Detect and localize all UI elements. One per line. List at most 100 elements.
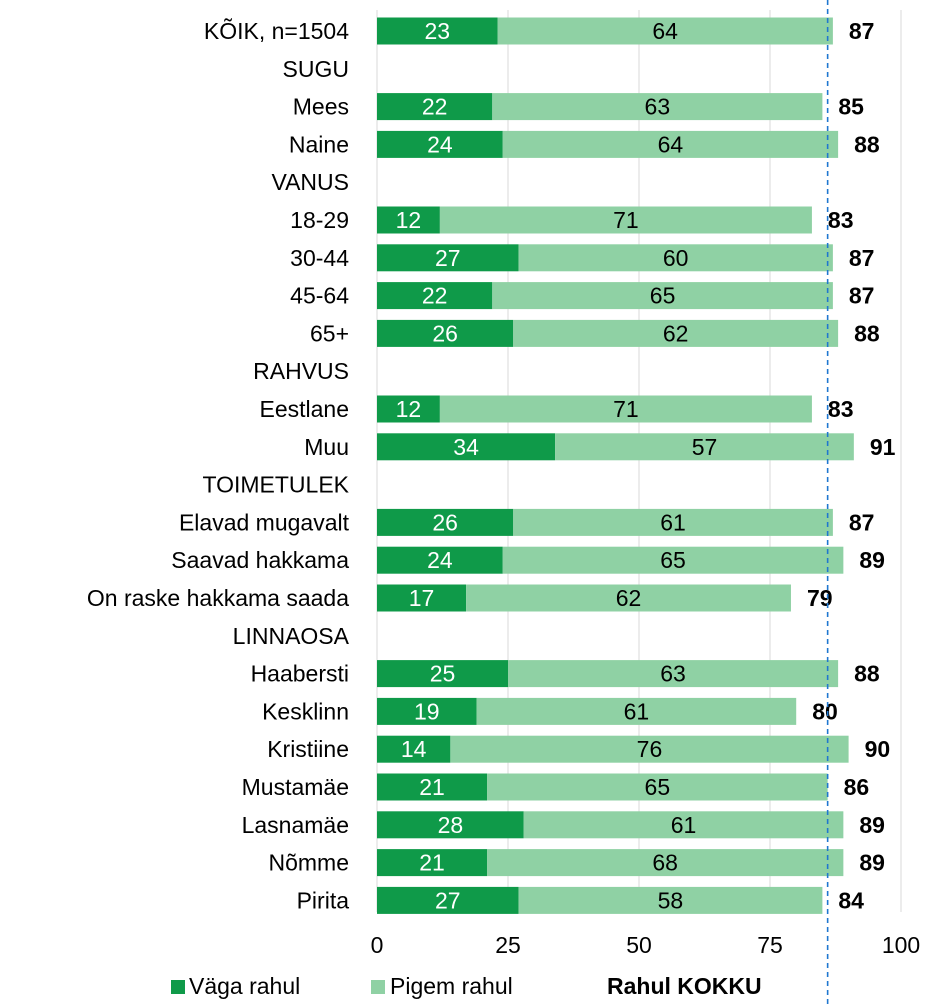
data-label-pigem-rahul: 62 [616, 585, 642, 611]
bar-pigem-rahul [518, 244, 833, 272]
x-tick-label: 75 [757, 932, 783, 958]
group-header-label: SUGU [283, 56, 349, 82]
bar-vaga-rahul [377, 206, 440, 234]
data-label-vaga-rahul: 19 [414, 698, 440, 724]
bars: 23 64 87 22 63 85 24 64 88 12 71 83 27 60 87 22 65 87 26 62… [377, 17, 896, 914]
bar-pigem-rahul [466, 584, 791, 612]
bar-pigem-rahul [523, 811, 844, 839]
data-label-total: 79 [807, 585, 833, 611]
bar-pigem-rahul [555, 433, 854, 461]
category-labels: KÕIK, n=1504 SUGU Mees Naine VANUS 18-29 30-44… [87, 17, 350, 913]
data-label-pigem-rahul: 61 [660, 509, 686, 535]
category-label: Kristiine [267, 736, 349, 762]
data-label-total: 88 [854, 131, 880, 157]
data-label-total: 83 [828, 207, 854, 233]
category-label: On raske hakkama saada [87, 585, 349, 611]
bar-vaga-rahul [377, 244, 519, 272]
data-label-vaga-rahul: 25 [430, 661, 456, 687]
bar-pigem-rahul [450, 735, 849, 763]
data-label-total: 80 [812, 698, 838, 724]
legend-label: Rahul KOKKU [607, 973, 762, 999]
data-label-vaga-rahul: 23 [424, 18, 450, 44]
group-header-label: TOIMETULEK [202, 472, 349, 498]
bar-vaga-rahul [377, 735, 451, 763]
data-label-pigem-rahul: 64 [658, 131, 684, 157]
bar-pigem-rahul [502, 546, 844, 574]
bar-pigem-rahul [502, 130, 839, 158]
data-label-vaga-rahul: 34 [453, 434, 479, 460]
data-label-total: 90 [865, 736, 891, 762]
data-label-total: 88 [854, 320, 880, 346]
data-label-pigem-rahul: 68 [652, 850, 678, 876]
bar-vaga-rahul [377, 886, 519, 914]
data-label-vaga-rahul: 21 [419, 850, 445, 876]
data-label-total: 87 [849, 18, 875, 44]
bar-vaga-rahul [377, 660, 508, 688]
bar-vaga-rahul [377, 697, 477, 725]
data-label-vaga-rahul: 17 [409, 585, 435, 611]
bar-vaga-rahul [377, 773, 488, 801]
data-label-pigem-rahul: 57 [692, 434, 718, 460]
data-label-total: 86 [844, 774, 870, 800]
bar-vaga-rahul [377, 93, 493, 121]
bar-pigem-rahul [439, 206, 812, 234]
category-label: Elavad mugavalt [179, 509, 350, 535]
data-label-vaga-rahul: 26 [432, 509, 458, 535]
x-tick-label: 50 [626, 932, 652, 958]
bar-vaga-rahul [377, 130, 503, 158]
x-tick-label: 25 [495, 932, 521, 958]
data-label-pigem-rahul: 63 [645, 94, 671, 120]
legend: Väga rahul Pigem rahul Rahul KOKKU [171, 973, 762, 999]
bar-vaga-rahul [377, 282, 493, 310]
category-label: Pirita [297, 887, 350, 913]
data-label-vaga-rahul: 22 [422, 94, 448, 120]
data-label-total: 85 [838, 94, 864, 120]
category-label: Saavad hakkama [171, 547, 349, 573]
legend-label: Pigem rahul [390, 973, 513, 999]
data-label-pigem-rahul: 60 [663, 245, 689, 271]
x-tick-label: 100 [882, 932, 920, 958]
group-header-label: RAHVUS [253, 358, 349, 384]
category-label: Kesklinn [262, 698, 349, 724]
data-label-vaga-rahul: 27 [435, 887, 461, 913]
data-label-pigem-rahul: 61 [624, 698, 650, 724]
bar-pigem-rahul [487, 849, 844, 877]
bar-pigem-rahul [497, 17, 833, 45]
data-label-vaga-rahul: 27 [435, 245, 461, 271]
category-label: Mustamäe [242, 774, 349, 800]
data-label-total: 87 [849, 509, 875, 535]
bar-pigem-rahul [513, 319, 839, 347]
x-tick-label: 0 [371, 932, 384, 958]
bar-vaga-rahul [377, 17, 498, 45]
data-label-pigem-rahul: 63 [660, 661, 686, 687]
data-label-pigem-rahul: 58 [658, 887, 684, 913]
data-label-pigem-rahul: 71 [613, 207, 639, 233]
data-label-vaga-rahul: 26 [432, 320, 458, 346]
category-label: 18-29 [290, 207, 349, 233]
bar-pigem-rahul [487, 773, 828, 801]
data-label-vaga-rahul: 28 [438, 812, 464, 838]
data-label-total: 83 [828, 396, 854, 422]
data-label-total: 89 [859, 812, 885, 838]
data-label-total: 88 [854, 661, 880, 687]
data-label-vaga-rahul: 24 [427, 131, 453, 157]
category-label: 30-44 [290, 245, 349, 271]
data-label-pigem-rahul: 62 [663, 320, 689, 346]
data-label-vaga-rahul: 12 [396, 207, 422, 233]
legend-swatch [171, 980, 185, 994]
category-label: Nõmme [268, 850, 349, 876]
bar-vaga-rahul [377, 508, 514, 536]
data-label-pigem-rahul: 65 [660, 547, 686, 573]
category-label: Mees [293, 94, 349, 120]
category-label: 45-64 [290, 283, 349, 309]
bar-vaga-rahul [377, 811, 524, 839]
data-label-total: 89 [859, 850, 885, 876]
data-label-total: 89 [859, 547, 885, 573]
data-label-vaga-rahul: 12 [396, 396, 422, 422]
bar-vaga-rahul [377, 584, 467, 612]
bar-pigem-rahul [492, 282, 833, 310]
bar-pigem-rahul [492, 93, 823, 121]
data-label-pigem-rahul: 76 [637, 736, 663, 762]
data-label-total: 87 [849, 283, 875, 309]
